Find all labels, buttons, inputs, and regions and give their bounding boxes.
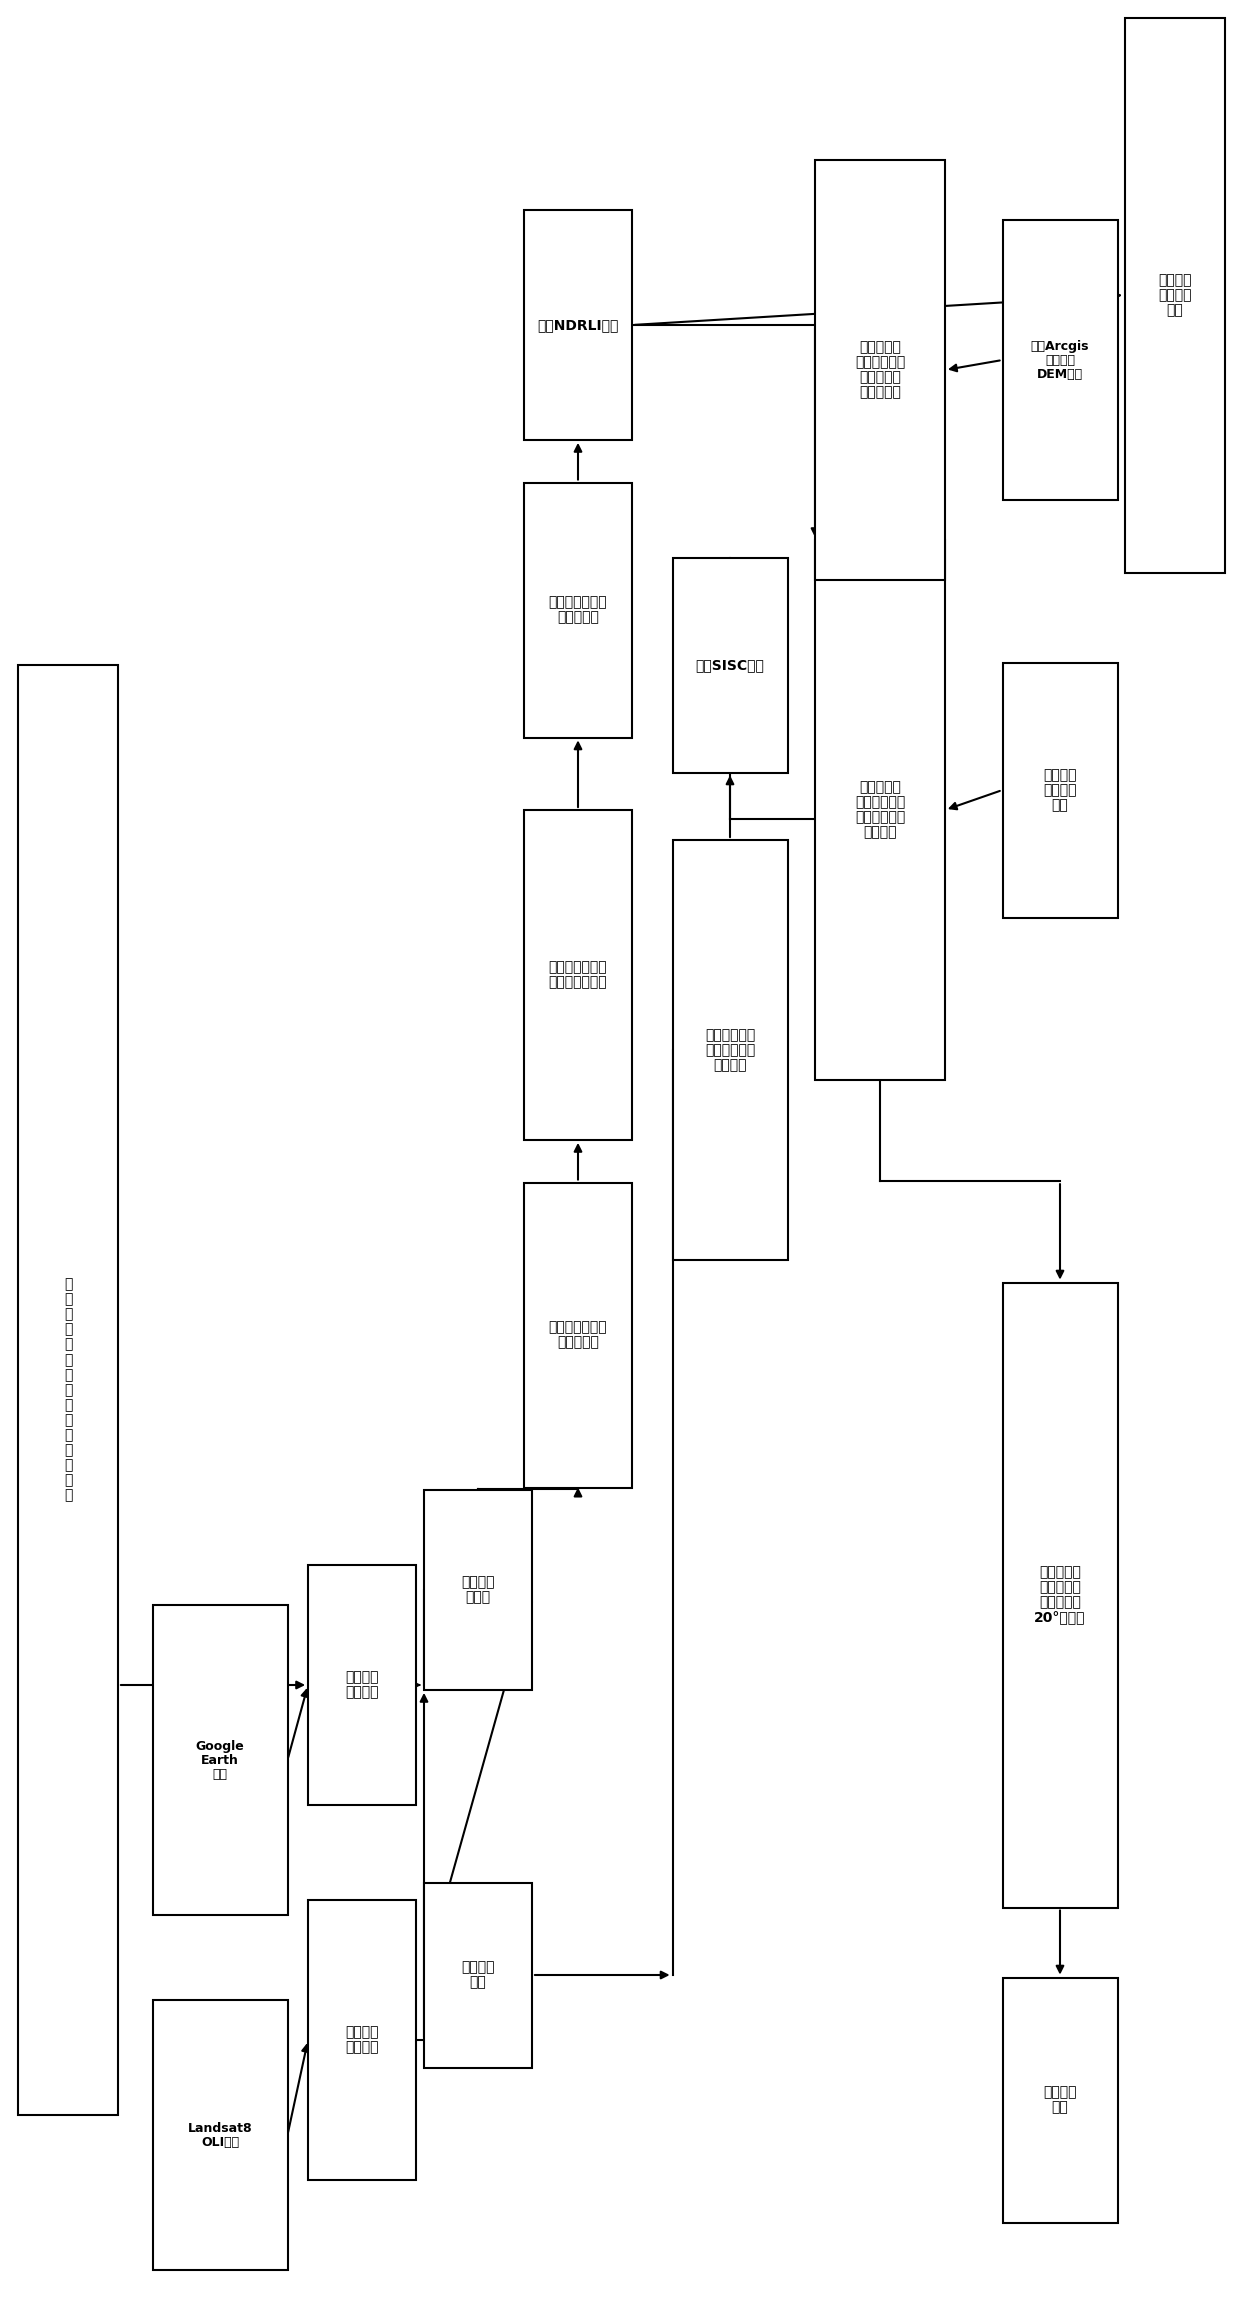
Bar: [1002, 663, 1117, 918]
Text: 剔除在公路
沿线按区域的
滑坡裸地和
耕地影像地: 剔除在公路 沿线按区域的 滑坡裸地和 耕地影像地: [854, 341, 905, 401]
Bar: [672, 840, 787, 1259]
Bar: [153, 2000, 288, 2270]
Bar: [153, 1604, 288, 1915]
Text: Landsat8
OLI影像: Landsat8 OLI影像: [187, 2122, 252, 2148]
Text: 运用Arcgis
软件分析
DEM数据: 运用Arcgis 软件分析 DEM数据: [1030, 338, 1089, 380]
Text: 采集样区按样区
光谱特征值: 采集样区按样区 光谱特征值: [548, 596, 608, 624]
Bar: [308, 1565, 415, 1805]
Text: 公路崩塌
区域: 公路崩塌 区域: [1043, 2086, 1076, 2116]
Bar: [1125, 18, 1225, 573]
Bar: [525, 810, 632, 1139]
Bar: [1002, 221, 1117, 500]
Text: Google
Earth
影像: Google Earth 影像: [196, 1740, 244, 1779]
Text: 采集滑坡按样区
光谱特征值: 采集滑坡按样区 光谱特征值: [548, 1321, 608, 1349]
Bar: [525, 1183, 632, 1487]
Text: 公路沿线
样本本: 公路沿线 样本本: [461, 1575, 495, 1604]
Text: 筛选在公路
崩塌滑坡体
区域按小于
20°的区域: 筛选在公路 崩塌滑坡体 区域按小于 20°的区域: [1034, 1565, 1086, 1625]
Bar: [1002, 1282, 1117, 1908]
Bar: [308, 1899, 415, 2180]
Text: 分析地物光谱
平均值曲线的
特征差异: 分析地物光谱 平均值曲线的 特征差异: [704, 1029, 755, 1073]
Text: 设计NDRLI指数: 设计NDRLI指数: [537, 318, 619, 331]
Text: 目视解译
崩塌样本: 目视解译 崩塌样本: [345, 1671, 378, 1699]
Text: 公
路
崩
塌
滑
坡
体
区
域
快
速
提
取
方
法: 公 路 崩 塌 滑 坡 体 区 域 快 速 提 取 方 法: [63, 1278, 72, 1503]
Bar: [424, 1489, 532, 1690]
Text: 基于面向
对象方法
提取: 基于面向 对象方法 提取: [1043, 769, 1076, 813]
Bar: [1002, 1977, 1117, 2221]
Bar: [815, 161, 945, 580]
Text: 筛选在公路
沿线按区域的
具有滑坡裸地
地物特征: 筛选在公路 沿线按区域的 具有滑坡裸地 地物特征: [854, 780, 905, 840]
Bar: [19, 665, 118, 2116]
Text: 设计SISC指数: 设计SISC指数: [696, 658, 764, 672]
Bar: [672, 557, 787, 773]
Bar: [815, 541, 945, 1080]
Text: 滑坡与其他地物
的光谱特征分析: 滑坡与其他地物 的光谱特征分析: [548, 960, 608, 990]
Bar: [525, 483, 632, 737]
Bar: [424, 1883, 532, 2067]
Bar: [525, 209, 632, 440]
Text: 图像分类
崩塌样本: 图像分类 崩塌样本: [345, 2026, 378, 2056]
Text: 潜在公路
崩塌发生
区域: 潜在公路 崩塌发生 区域: [1158, 274, 1192, 318]
Text: 研究区域
影像: 研究区域 影像: [461, 1961, 495, 1989]
